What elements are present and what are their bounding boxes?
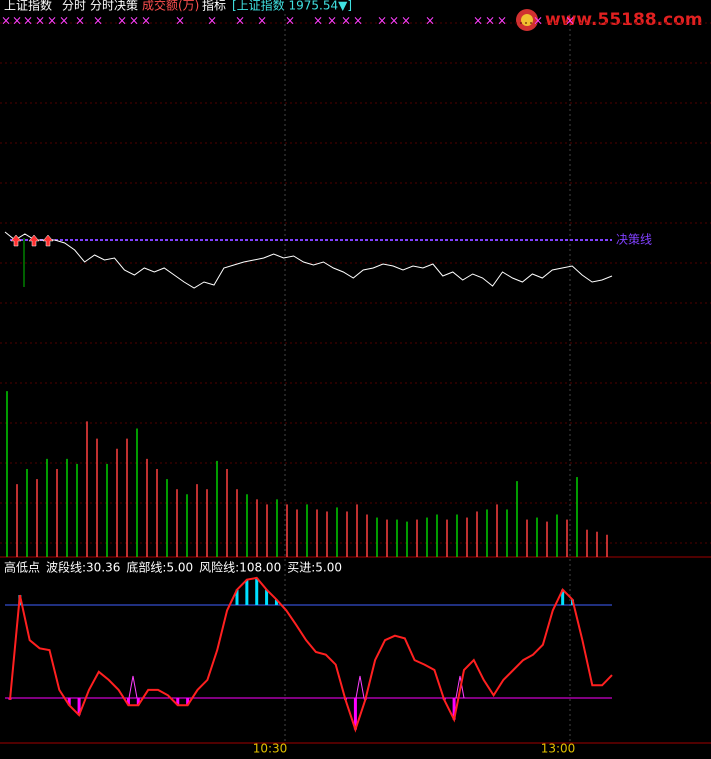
signal-mark: ×	[341, 14, 351, 28]
signal-mark: ×	[565, 14, 575, 28]
tab[interactable]: 分时决策	[90, 0, 138, 13]
quote: [上证指数 1975.54▼]	[232, 0, 352, 13]
signal-mark: ×	[59, 14, 69, 28]
buy-signal	[128, 675, 138, 699]
signal-mark: ×	[93, 14, 103, 28]
signal-mark: ×	[35, 14, 45, 28]
signal-mark: ×	[75, 14, 85, 28]
signal-mark: ×	[533, 14, 543, 28]
signal-mark: ×	[377, 14, 387, 28]
symbol: 上证指数	[4, 0, 52, 13]
x-tick-label: 13:00	[541, 742, 576, 756]
buy-signal	[455, 675, 465, 699]
signal-mark: ×	[473, 14, 483, 28]
decision-label: 决策线	[616, 233, 652, 247]
signal-mark: ×	[129, 14, 139, 28]
readout: 波段线:30.36	[46, 560, 120, 575]
signal-mark: ×	[497, 14, 507, 28]
buy-arrow	[10, 234, 22, 247]
signal-mark: ×	[47, 14, 57, 28]
readout: 风险线:108.00	[199, 560, 281, 575]
signal-mark: ×	[401, 14, 411, 28]
signal-mark: ×	[257, 14, 267, 28]
readout: 底部线:5.00	[126, 560, 193, 575]
signal-mark: ×	[485, 14, 495, 28]
signal-mark: ×	[1, 14, 11, 28]
line	[9, 576, 613, 733]
tab[interactable]: 分时	[62, 0, 86, 13]
signal-mark: ×	[235, 14, 245, 28]
x-tick-label: 10:30	[253, 742, 288, 756]
watermark: www.55188.com	[545, 10, 703, 30]
signal-mark: ×	[327, 14, 337, 28]
tab[interactable]: 成交额(万)	[142, 0, 199, 13]
signal-mark: ×	[425, 14, 435, 28]
signal-mark: ×	[285, 14, 295, 28]
decor	[0, 9, 711, 744]
signal-mark: ×	[175, 14, 185, 28]
buy-signal	[355, 675, 365, 699]
buy-arrow	[28, 234, 40, 247]
tab[interactable]: 指标	[202, 0, 226, 13]
signal-mark: ×	[353, 14, 363, 28]
signal-mark: ×	[12, 14, 22, 28]
line	[4, 231, 613, 289]
signal-mark: ×	[313, 14, 323, 28]
logo	[521, 14, 533, 26]
signal-mark: ×	[207, 14, 217, 28]
signal-mark: ×	[117, 14, 127, 28]
signal-mark: ×	[389, 14, 399, 28]
readout: 买进:5.00	[287, 561, 342, 575]
signal-mark: ×	[141, 14, 151, 28]
signal-mark: ×	[23, 14, 33, 28]
buy-arrow	[42, 234, 54, 247]
indicator-title: 高低点	[4, 560, 40, 575]
